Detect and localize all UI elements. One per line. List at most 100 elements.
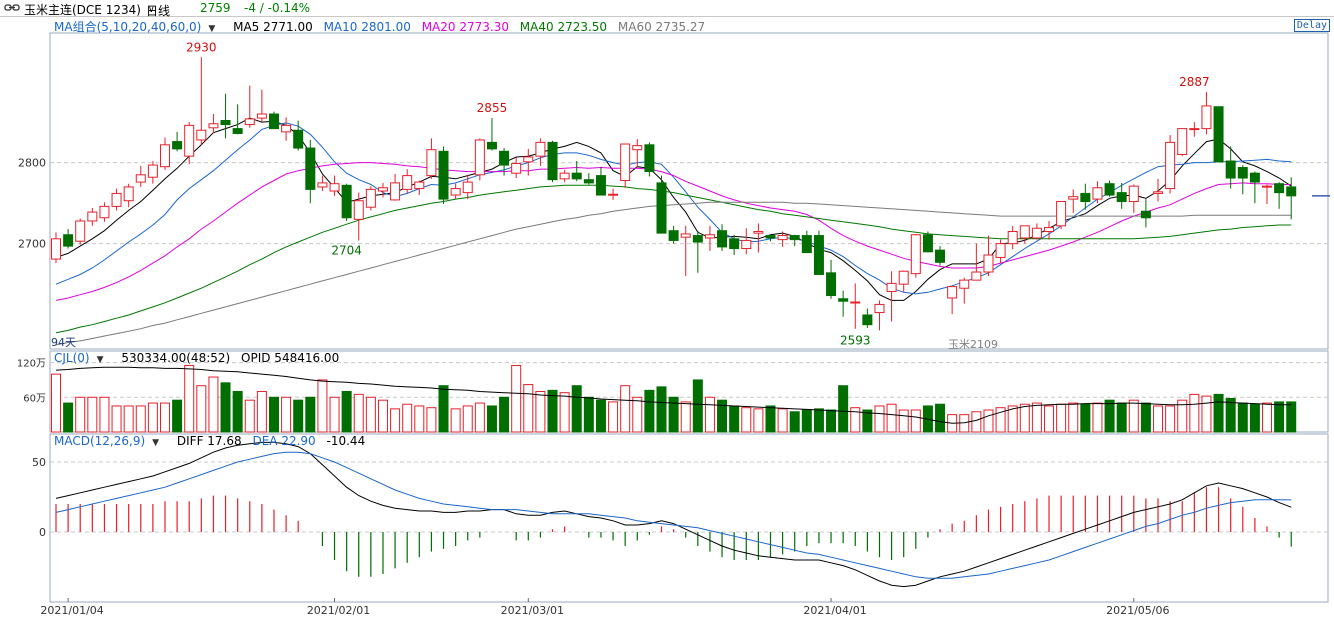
volume-bar — [644, 389, 655, 433]
candle — [341, 183, 352, 221]
candle-body — [692, 235, 703, 243]
volume-bar — [196, 385, 207, 433]
candle — [595, 166, 606, 196]
candle — [813, 230, 824, 275]
candle-body — [1165, 141, 1176, 190]
candle — [971, 243, 982, 281]
candle-body — [1153, 191, 1164, 194]
volume-bar — [680, 401, 691, 433]
volume-bar — [51, 373, 61, 433]
candle-body — [620, 143, 631, 181]
candle — [293, 120, 304, 151]
period-selector[interactable]: 日线 ∨ — [146, 1, 170, 18]
volume-bar — [268, 396, 279, 433]
candle — [571, 161, 582, 182]
candle — [1007, 225, 1018, 250]
volume-bar — [1104, 399, 1115, 433]
candle-body — [644, 144, 655, 173]
volume-bar — [1056, 403, 1067, 433]
volume-bar — [838, 385, 849, 433]
candle — [850, 283, 861, 329]
candle-body — [147, 164, 158, 178]
volume-bar — [426, 407, 437, 433]
candle — [765, 235, 776, 242]
candle-body — [123, 186, 134, 202]
instrument-name[interactable]: 玉米主连(DCE 1234) — [24, 3, 141, 17]
candle-body — [729, 238, 740, 250]
candle — [838, 290, 849, 317]
macd-indicator-selector[interactable]: MACD(12,26,9) ▼ — [54, 434, 166, 448]
candle — [305, 139, 316, 204]
candle-body — [838, 298, 849, 302]
candle-body — [874, 303, 885, 314]
delay-badge: Delay — [1293, 19, 1330, 32]
candle-body — [511, 162, 522, 174]
volume-bar — [717, 399, 728, 433]
volume-tick-label: 60万 — [23, 393, 46, 404]
kline-chart[interactable]: 2700 2800 2930 2855 2704 2593 2887 60万 120万 0 50 20… — [0, 17, 1334, 619]
ma10-value: MA10 2801.00 — [323, 20, 411, 34]
volume-bar — [184, 364, 195, 433]
dea-value: DEA 22.90 — [252, 434, 316, 448]
candle-body — [717, 230, 728, 248]
candle — [729, 234, 740, 256]
candle-body — [910, 234, 921, 275]
candle-body — [947, 286, 958, 299]
candle — [486, 118, 497, 151]
volume-bar — [1080, 403, 1091, 433]
candle-body — [220, 120, 231, 126]
volume-bar — [486, 405, 497, 433]
candle — [184, 122, 195, 165]
candle — [402, 169, 413, 194]
candle — [1080, 183, 1091, 210]
volume-bar — [63, 402, 74, 433]
candle-body — [995, 243, 1006, 258]
candle-body — [390, 182, 401, 201]
candle-body — [341, 184, 352, 219]
candle-body — [886, 282, 897, 292]
volume-bar — [1116, 402, 1127, 433]
candle — [474, 138, 485, 181]
volume-bar — [1140, 402, 1151, 433]
candle — [353, 192, 364, 241]
volume-bar — [402, 403, 413, 433]
candle — [620, 143, 631, 188]
candle-body — [983, 254, 994, 273]
volume-bar — [753, 408, 764, 433]
volume-bar — [595, 399, 606, 433]
volume-bar — [862, 409, 873, 433]
volume-bar — [1213, 393, 1224, 433]
volume-bar — [765, 405, 776, 433]
ma-line-ma20 — [55, 162, 1292, 301]
candle-body — [462, 181, 473, 194]
last-price: 2759 — [200, 1, 231, 15]
candle — [256, 89, 267, 122]
macd-tick-label: 0 — [39, 526, 46, 539]
candle-body — [850, 301, 861, 304]
candle-body — [1104, 183, 1115, 196]
ma-indicator-selector[interactable]: MA组合(5,10,20,40,60,0) ▼ — [54, 20, 222, 34]
date-tick-label: 2021/04/01 — [803, 604, 866, 617]
ma-line-ma40 — [55, 184, 1292, 334]
volume-bar — [111, 405, 122, 433]
volume-indicator-selector[interactable]: CJL(0) ▼ — [54, 351, 111, 365]
candle-body — [1019, 225, 1030, 239]
macd-panel-header: MACD(12,26,9) ▼ DIFF 17.68 DEA 22.90 -10.… — [54, 434, 372, 448]
candle-body — [268, 113, 279, 130]
candle-body — [232, 128, 243, 134]
link-icon[interactable] — [4, 2, 20, 16]
candle-body — [159, 144, 170, 168]
volume-bar — [1007, 405, 1018, 433]
volume-bar — [935, 403, 946, 433]
volume-bar — [1249, 403, 1260, 433]
volume-bar — [329, 396, 340, 433]
volume-bar — [729, 405, 740, 433]
candle — [232, 104, 243, 135]
candle — [680, 225, 691, 277]
volume-bar — [1201, 395, 1212, 433]
volume-bar — [898, 409, 909, 433]
candle — [511, 157, 522, 179]
candle-body — [595, 175, 606, 196]
candle-body — [474, 139, 485, 176]
price-tick-label: 2800 — [18, 157, 46, 170]
